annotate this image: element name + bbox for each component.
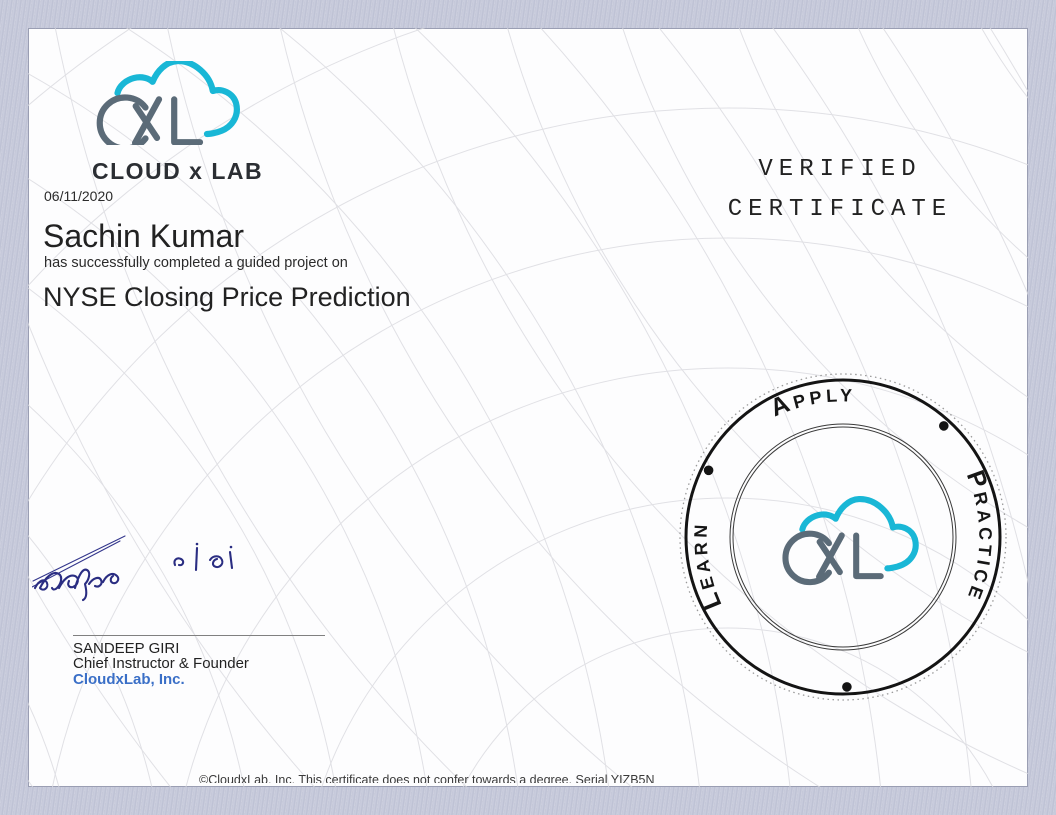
svg-text:Apply: Apply <box>766 379 856 422</box>
svg-text:Learn: Learn <box>684 520 727 614</box>
svg-text:Practice: Practice <box>961 467 1002 608</box>
